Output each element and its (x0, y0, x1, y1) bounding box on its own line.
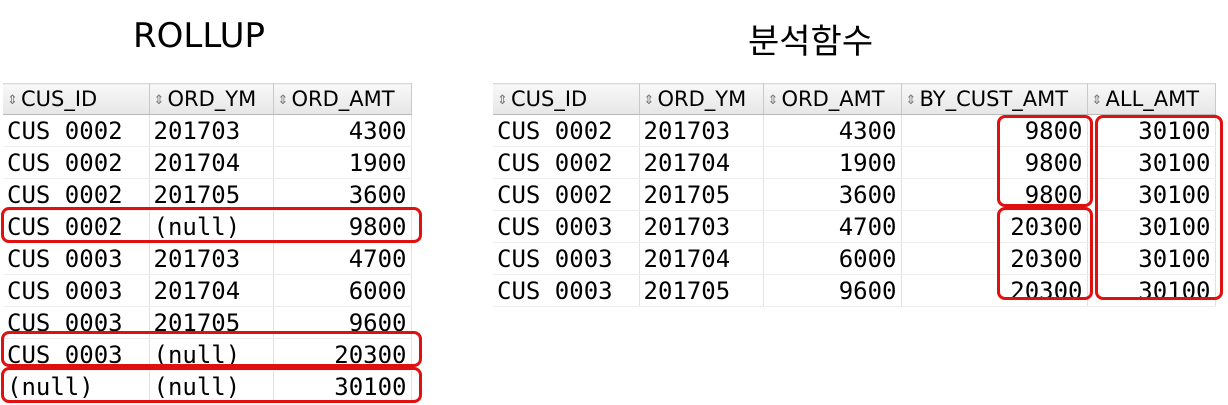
grid-header-row: ⇕ CUS_ID ⇕ ORD_YM ⇕ ORD_AMT (3, 83, 412, 115)
table-row[interactable]: CUS 0003 201704 6000 20300 30100 (493, 242, 1216, 275)
sort-arrows-icon[interactable]: ⇕ (497, 92, 508, 108)
sort-arrows-icon[interactable]: ⇕ (7, 92, 18, 108)
column-header-ord-amt[interactable]: ⇕ ORD_AMT (763, 83, 902, 115)
column-header-ord-amt[interactable]: ⇕ ORD_AMT (273, 83, 412, 115)
cell-ord-ym[interactable]: 201705 (149, 178, 274, 211)
cell-all-amt[interactable]: 30100 (1087, 114, 1216, 147)
cell-by-cust-amt[interactable]: 9800 (901, 114, 1088, 147)
cell-cus-id[interactable]: CUS 0003 (493, 242, 640, 275)
cell-cus-id[interactable]: CUS 0002 (3, 146, 150, 179)
cell-by-cust-amt[interactable]: 20300 (901, 242, 1088, 275)
cell-cus-id[interactable]: CUS 0002 (3, 178, 150, 211)
table-row[interactable]: CUS 0003 201703 4700 (3, 242, 412, 275)
cell-ord-ym[interactable]: 201704 (639, 242, 764, 275)
cell-ord-amt[interactable]: 3600 (273, 178, 412, 211)
grid-header-row: ⇕ CUS_ID ⇕ ORD_YM ⇕ ORD_AMT ⇕ BY_CUST_AMT ⇕ A… (493, 83, 1216, 115)
cell-ord-amt[interactable]: 1900 (273, 146, 412, 179)
cell-ord-ym[interactable]: 201704 (639, 146, 764, 179)
highlight-cus0003-subtotal (1, 331, 422, 367)
sort-arrows-icon[interactable]: ⇕ (153, 92, 165, 108)
table-row[interactable]: CUS 0002 201703 4300 9800 30100 (493, 114, 1216, 147)
cell-cus-id[interactable]: CUS 0003 (3, 338, 150, 371)
cell-ord-amt[interactable]: 4700 (273, 242, 412, 275)
cell-all-amt[interactable]: 30100 (1087, 210, 1216, 243)
rollup-heading: ROLLUP (133, 16, 265, 56)
highlight-by-cust-cus0002 (997, 115, 1093, 207)
cell-ord-ym[interactable]: 201705 (639, 274, 764, 307)
cell-ord-amt[interactable]: 4300 (273, 114, 412, 147)
column-header-ord-ym[interactable]: ⇕ ORD_YM (639, 83, 764, 115)
cell-by-cust-amt[interactable]: 20300 (901, 210, 1088, 243)
cell-ord-amt[interactable]: 4300 (763, 114, 902, 147)
cell-cus-id[interactable]: CUS 0002 (493, 146, 640, 179)
column-header-cus-id[interactable]: ⇕ CUS_ID (3, 83, 150, 115)
cell-by-cust-amt[interactable]: 9800 (901, 146, 1088, 179)
table-row[interactable]: CUS 0003 201703 4700 20300 30100 (493, 210, 1216, 243)
table-row[interactable]: CUS 0002 201704 1900 9800 30100 (493, 146, 1216, 179)
table-row[interactable]: CUS 0002 (null) 9800 (3, 210, 412, 243)
cell-ord-ym[interactable]: 201704 (149, 146, 274, 179)
sort-arrows-icon[interactable]: ⇕ (277, 92, 289, 108)
sort-arrows-icon[interactable]: ⇕ (905, 92, 917, 108)
cell-ord-amt[interactable]: 9600 (763, 274, 902, 307)
rollup-result-grid: ⇕ CUS_ID ⇕ ORD_YM ⇕ ORD_AMT CUS 0002 201703 4… (3, 83, 412, 403)
cell-ord-ym[interactable]: 201704 (149, 274, 274, 307)
cell-ord-ym[interactable]: (null) (149, 370, 274, 403)
table-row[interactable]: CUS 0003 201705 9600 20300 30100 (493, 274, 1216, 307)
highlight-cus0002-subtotal (1, 207, 422, 243)
cell-cus-id[interactable]: CUS 0002 (3, 210, 150, 243)
cell-ord-amt[interactable]: 4700 (763, 210, 902, 243)
table-row[interactable]: CUS 0002 201704 1900 (3, 146, 412, 179)
cell-ord-ym[interactable]: 201703 (639, 114, 764, 147)
cell-cus-id[interactable]: CUS 0002 (493, 114, 640, 147)
cell-ord-amt[interactable]: 6000 (273, 274, 412, 307)
analytic-function-heading: 분석함수 (748, 22, 874, 62)
highlight-grand-total (1, 367, 422, 403)
sort-arrows-icon[interactable]: ⇕ (643, 92, 655, 108)
table-row[interactable]: CUS 0002 201703 4300 (3, 114, 412, 147)
sort-arrows-icon[interactable]: ⇕ (1091, 92, 1103, 108)
highlight-by-cust-cus0003 (997, 207, 1093, 300)
cell-ord-amt[interactable]: 1900 (763, 146, 902, 179)
cell-cus-id[interactable]: CUS 0003 (493, 274, 640, 307)
cell-ord-ym[interactable]: 201703 (639, 210, 764, 243)
cell-cus-id[interactable]: CUS 0002 (3, 114, 150, 147)
column-header-all-amt[interactable]: ⇕ ALL_AMT (1087, 83, 1216, 115)
cell-all-amt[interactable]: 30100 (1087, 178, 1216, 211)
cell-ord-ym[interactable]: 201703 (149, 242, 274, 275)
column-header-cus-id[interactable]: ⇕ CUS_ID (493, 83, 640, 115)
sort-arrows-icon[interactable]: ⇕ (767, 92, 779, 108)
table-row[interactable]: CUS 0002 201705 3600 (3, 178, 412, 211)
analytic-result-grid: ⇕ CUS_ID ⇕ ORD_YM ⇕ ORD_AMT ⇕ BY_CUST_AMT ⇕ A… (493, 83, 1216, 307)
column-header-by-cust-amt[interactable]: ⇕ BY_CUST_AMT (901, 83, 1088, 115)
cell-ord-ym[interactable]: 201705 (639, 178, 764, 211)
cell-cus-id[interactable]: CUS 0003 (493, 210, 640, 243)
column-header-ord-ym[interactable]: ⇕ ORD_YM (149, 83, 274, 115)
cell-all-amt[interactable]: 30100 (1087, 146, 1216, 179)
cell-ord-ym[interactable]: 201703 (149, 114, 274, 147)
cell-cus-id[interactable]: CUS 0003 (3, 274, 150, 307)
cell-ord-amt[interactable]: 3600 (763, 178, 902, 211)
highlight-all-amt (1095, 115, 1223, 300)
table-row[interactable]: CUS 0003 201704 6000 (3, 274, 412, 307)
cell-ord-amt[interactable]: 9800 (273, 210, 412, 243)
cell-all-amt[interactable]: 30100 (1087, 242, 1216, 275)
cell-ord-amt[interactable]: 6000 (763, 242, 902, 275)
cell-cus-id[interactable]: CUS 0003 (3, 242, 150, 275)
cell-cus-id[interactable]: CUS 0002 (493, 178, 640, 211)
